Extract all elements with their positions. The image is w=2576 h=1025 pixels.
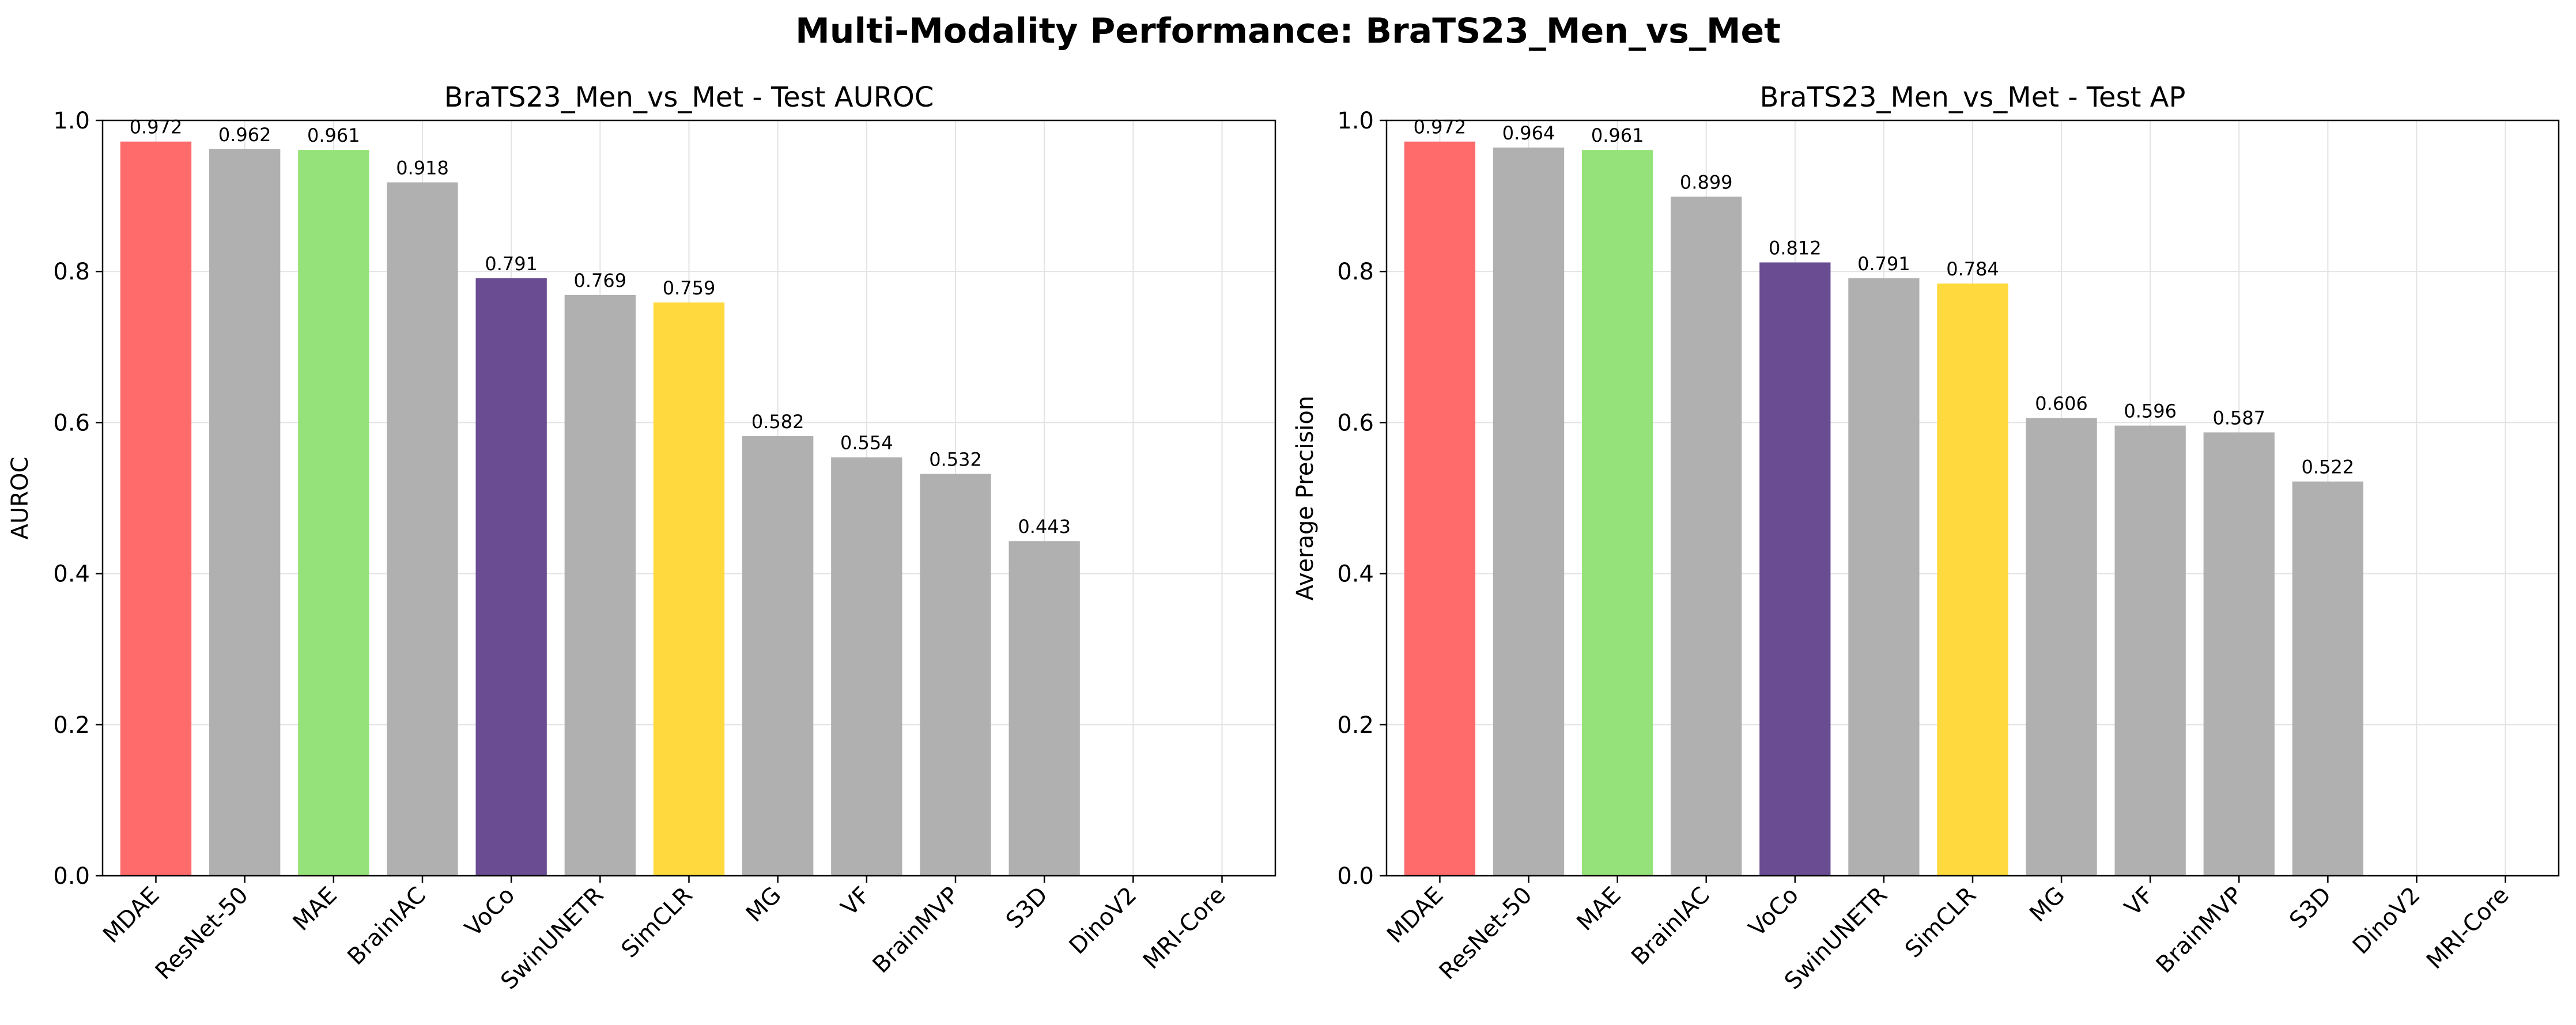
ap-bar-mg <box>2026 418 2097 876</box>
auroc-ytick-label: 0.8 <box>53 259 90 285</box>
figure-title: Multi-Modality Performance: BraTS23_Men_… <box>795 11 1781 51</box>
auroc-ytick-label: 0.4 <box>53 561 90 588</box>
ap-ytick-label: 0.4 <box>1337 561 1374 588</box>
auroc-value-label: 0.443 <box>1018 516 1071 538</box>
ap-value-label: 0.522 <box>2302 456 2355 478</box>
ap-ylabel: Average Precision <box>1292 396 1319 600</box>
ap-value-label: 0.812 <box>1769 237 1822 259</box>
auroc-bar-resnet-50 <box>209 149 281 876</box>
auroc-value-label: 0.759 <box>663 277 716 299</box>
ap-bar-mae <box>1582 150 1653 876</box>
ap-bar-vf <box>2114 425 2186 876</box>
ap-value-label: 0.964 <box>1502 122 1555 144</box>
auroc-panel-title: BraTS23_Men_vs_Met - Test AUROC <box>444 81 934 114</box>
ap-value-label: 0.791 <box>1857 253 1910 275</box>
auroc-bar-brainiac <box>387 182 458 876</box>
auroc-ytick-label: 0.0 <box>53 863 90 890</box>
auroc-value-label: 0.554 <box>840 432 893 454</box>
auroc-ytick-label: 1.0 <box>53 108 90 134</box>
ap-bar-resnet-50 <box>1493 147 1565 876</box>
auroc-value-label: 0.972 <box>130 116 183 138</box>
auroc-bar-vf <box>831 457 902 876</box>
auroc-value-label: 0.962 <box>218 124 271 146</box>
ap-ytick-label: 0.2 <box>1337 712 1374 739</box>
ap-bar-swinunetr <box>1848 278 1920 876</box>
ap-panel-title: BraTS23_Men_vs_Met - Test AP <box>1760 81 2186 114</box>
ap-bar-simclr <box>1937 283 2008 876</box>
auroc-value-label: 0.769 <box>574 270 627 292</box>
ap-value-label: 0.587 <box>2212 407 2265 429</box>
auroc-bar-swinunetr <box>564 294 636 876</box>
ap-bar-voco <box>1759 262 1831 876</box>
auroc-bar-mg <box>742 436 814 876</box>
ap-value-label: 0.972 <box>1414 116 1467 138</box>
auroc-bar-mae <box>298 150 369 876</box>
ap-value-label: 0.596 <box>2124 400 2177 422</box>
auroc-bar-brainmvp <box>920 474 991 876</box>
ap-bar-brainmvp <box>2203 432 2275 876</box>
auroc-ytick-label: 0.2 <box>53 712 90 739</box>
ap-bar-s3d <box>2292 481 2363 876</box>
ap-ytick-label: 0.0 <box>1337 863 1374 890</box>
ap-ytick-label: 0.6 <box>1337 410 1374 436</box>
ap-value-label: 0.784 <box>1946 258 1999 280</box>
ap-ytick-label: 1.0 <box>1337 108 1374 134</box>
ap-value-label: 0.606 <box>2035 393 2088 415</box>
auroc-value-label: 0.532 <box>929 449 982 471</box>
ap-bar-brainiac <box>1671 196 1742 876</box>
auroc-value-label: 0.918 <box>396 157 449 179</box>
auroc-ylabel: AUROC <box>7 457 33 540</box>
auroc-bar-simclr <box>653 302 725 876</box>
ap-value-label: 0.961 <box>1591 124 1644 146</box>
ap-value-label: 0.899 <box>1680 171 1733 193</box>
auroc-bar-s3d <box>1009 541 1080 876</box>
auroc-bar-voco <box>475 278 547 876</box>
auroc-bar-mdae <box>120 141 192 876</box>
ap-bar-mdae <box>1404 141 1476 876</box>
auroc-ytick-label: 0.6 <box>53 410 90 436</box>
auroc-value-label: 0.791 <box>485 253 538 275</box>
auroc-value-label: 0.582 <box>751 411 804 433</box>
ap-ytick-label: 0.8 <box>1337 259 1374 285</box>
auroc-value-label: 0.961 <box>307 124 360 146</box>
